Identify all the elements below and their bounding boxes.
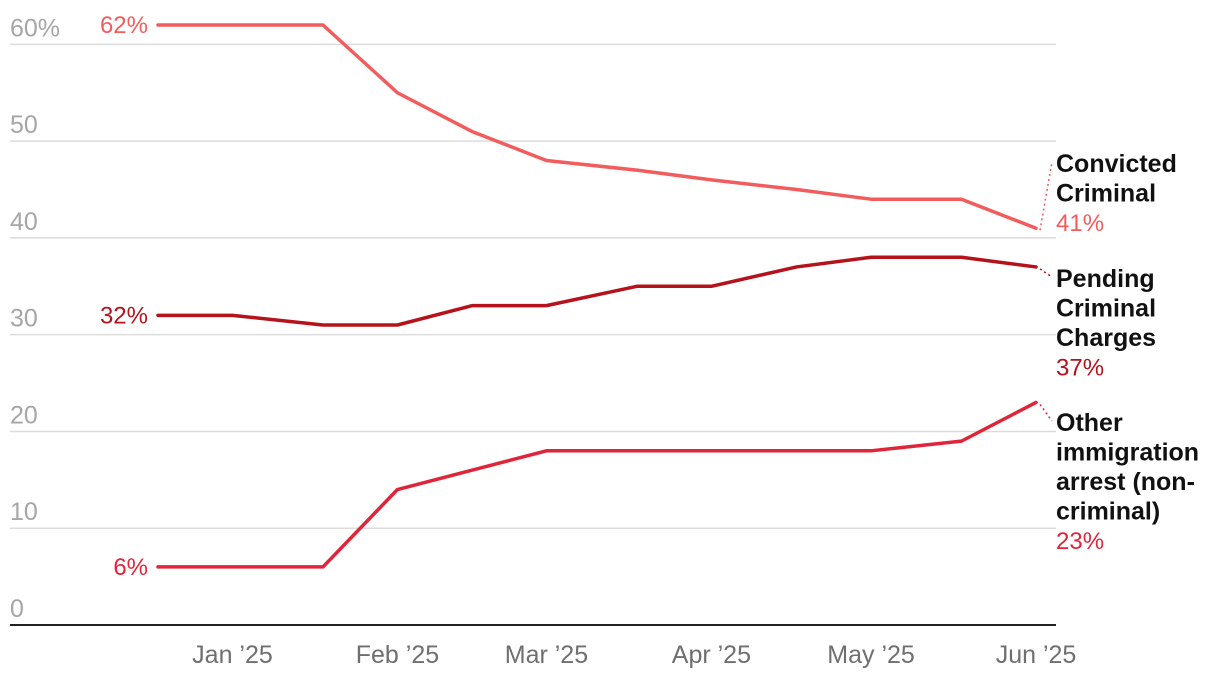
series-line-convicted-criminal bbox=[156, 23, 1038, 230]
y-tick-label: 10 bbox=[10, 498, 38, 526]
series-name-label: Convicted bbox=[1056, 150, 1177, 178]
series-labels: 62%ConvictedCriminal41%32%PendingCrimina… bbox=[100, 12, 1199, 581]
y-tick-label: 60% bbox=[10, 14, 60, 42]
label-leader-line bbox=[1039, 268, 1053, 278]
y-tick-label: 40 bbox=[10, 208, 38, 236]
series-name-label: Charges bbox=[1056, 324, 1156, 352]
series-lines bbox=[156, 23, 1038, 569]
x-tick-label: Jun ’25 bbox=[996, 641, 1077, 669]
series-name-label: criminal) bbox=[1056, 498, 1160, 526]
y-tick-label: 30 bbox=[10, 305, 38, 333]
x-tick-label: Mar ’25 bbox=[505, 641, 588, 669]
series-end-label: 23% bbox=[1056, 528, 1104, 555]
series-end-label: 41% bbox=[1056, 210, 1104, 237]
x-tick-label: Feb ’25 bbox=[356, 641, 439, 669]
series-name-label: Other bbox=[1056, 409, 1123, 437]
series-name-label: Criminal bbox=[1056, 180, 1156, 208]
label-leader-line bbox=[1039, 403, 1053, 422]
series-name-label: Pending bbox=[1056, 265, 1155, 293]
y-tick-label: 20 bbox=[10, 401, 38, 429]
label-leader-line bbox=[1039, 161, 1053, 231]
series-name-label: immigration bbox=[1056, 439, 1199, 467]
series-line-other-immigration-arrest-non-criminal bbox=[156, 400, 1038, 569]
series-end-label: 37% bbox=[1056, 355, 1104, 382]
y-axis-ticks: 60% 50 40 30 20 10 0 bbox=[10, 14, 60, 623]
y-tick-label: 0 bbox=[10, 595, 24, 623]
series-start-label: 62% bbox=[100, 12, 148, 39]
series-name-label: Criminal bbox=[1056, 295, 1156, 323]
x-axis-ticks: Jan ’25 Feb ’25 Mar ’25 Apr ’25 May ’25 Jun ’… bbox=[192, 641, 1076, 669]
series-name-label: arrest (non- bbox=[1056, 468, 1195, 496]
gridlines bbox=[10, 43, 1056, 529]
series-start-label: 32% bbox=[100, 302, 148, 329]
x-tick-label: Apr ’25 bbox=[672, 641, 751, 669]
x-tick-label: May ’25 bbox=[827, 641, 915, 669]
series-start-label: 6% bbox=[113, 554, 148, 581]
y-tick-label: 50 bbox=[10, 111, 38, 139]
x-tick-label: Jan ’25 bbox=[192, 641, 273, 669]
series-line-pending-criminal-charges bbox=[156, 255, 1038, 327]
